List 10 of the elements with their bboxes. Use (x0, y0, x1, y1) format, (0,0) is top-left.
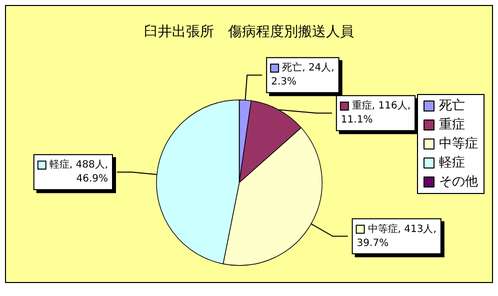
data-label: 中等症, 413人, 39.7% (356, 222, 436, 249)
legend-label: 重症 (439, 118, 465, 132)
legend-label: 軽症 (439, 156, 465, 170)
data-label: 重症, 116人, 11.1% (340, 100, 411, 126)
legend-label: その他 (439, 174, 478, 190)
data-label: 軽症, 488人, 46.9% (49, 158, 108, 185)
legend-label: 死亡 (439, 98, 465, 114)
chart-title: 臼井出張所 傷病程度別搬送人員 (144, 24, 354, 40)
legend-label: 中等症 (439, 136, 478, 152)
data-label: 死亡, 24人, 2.3% (271, 62, 334, 88)
